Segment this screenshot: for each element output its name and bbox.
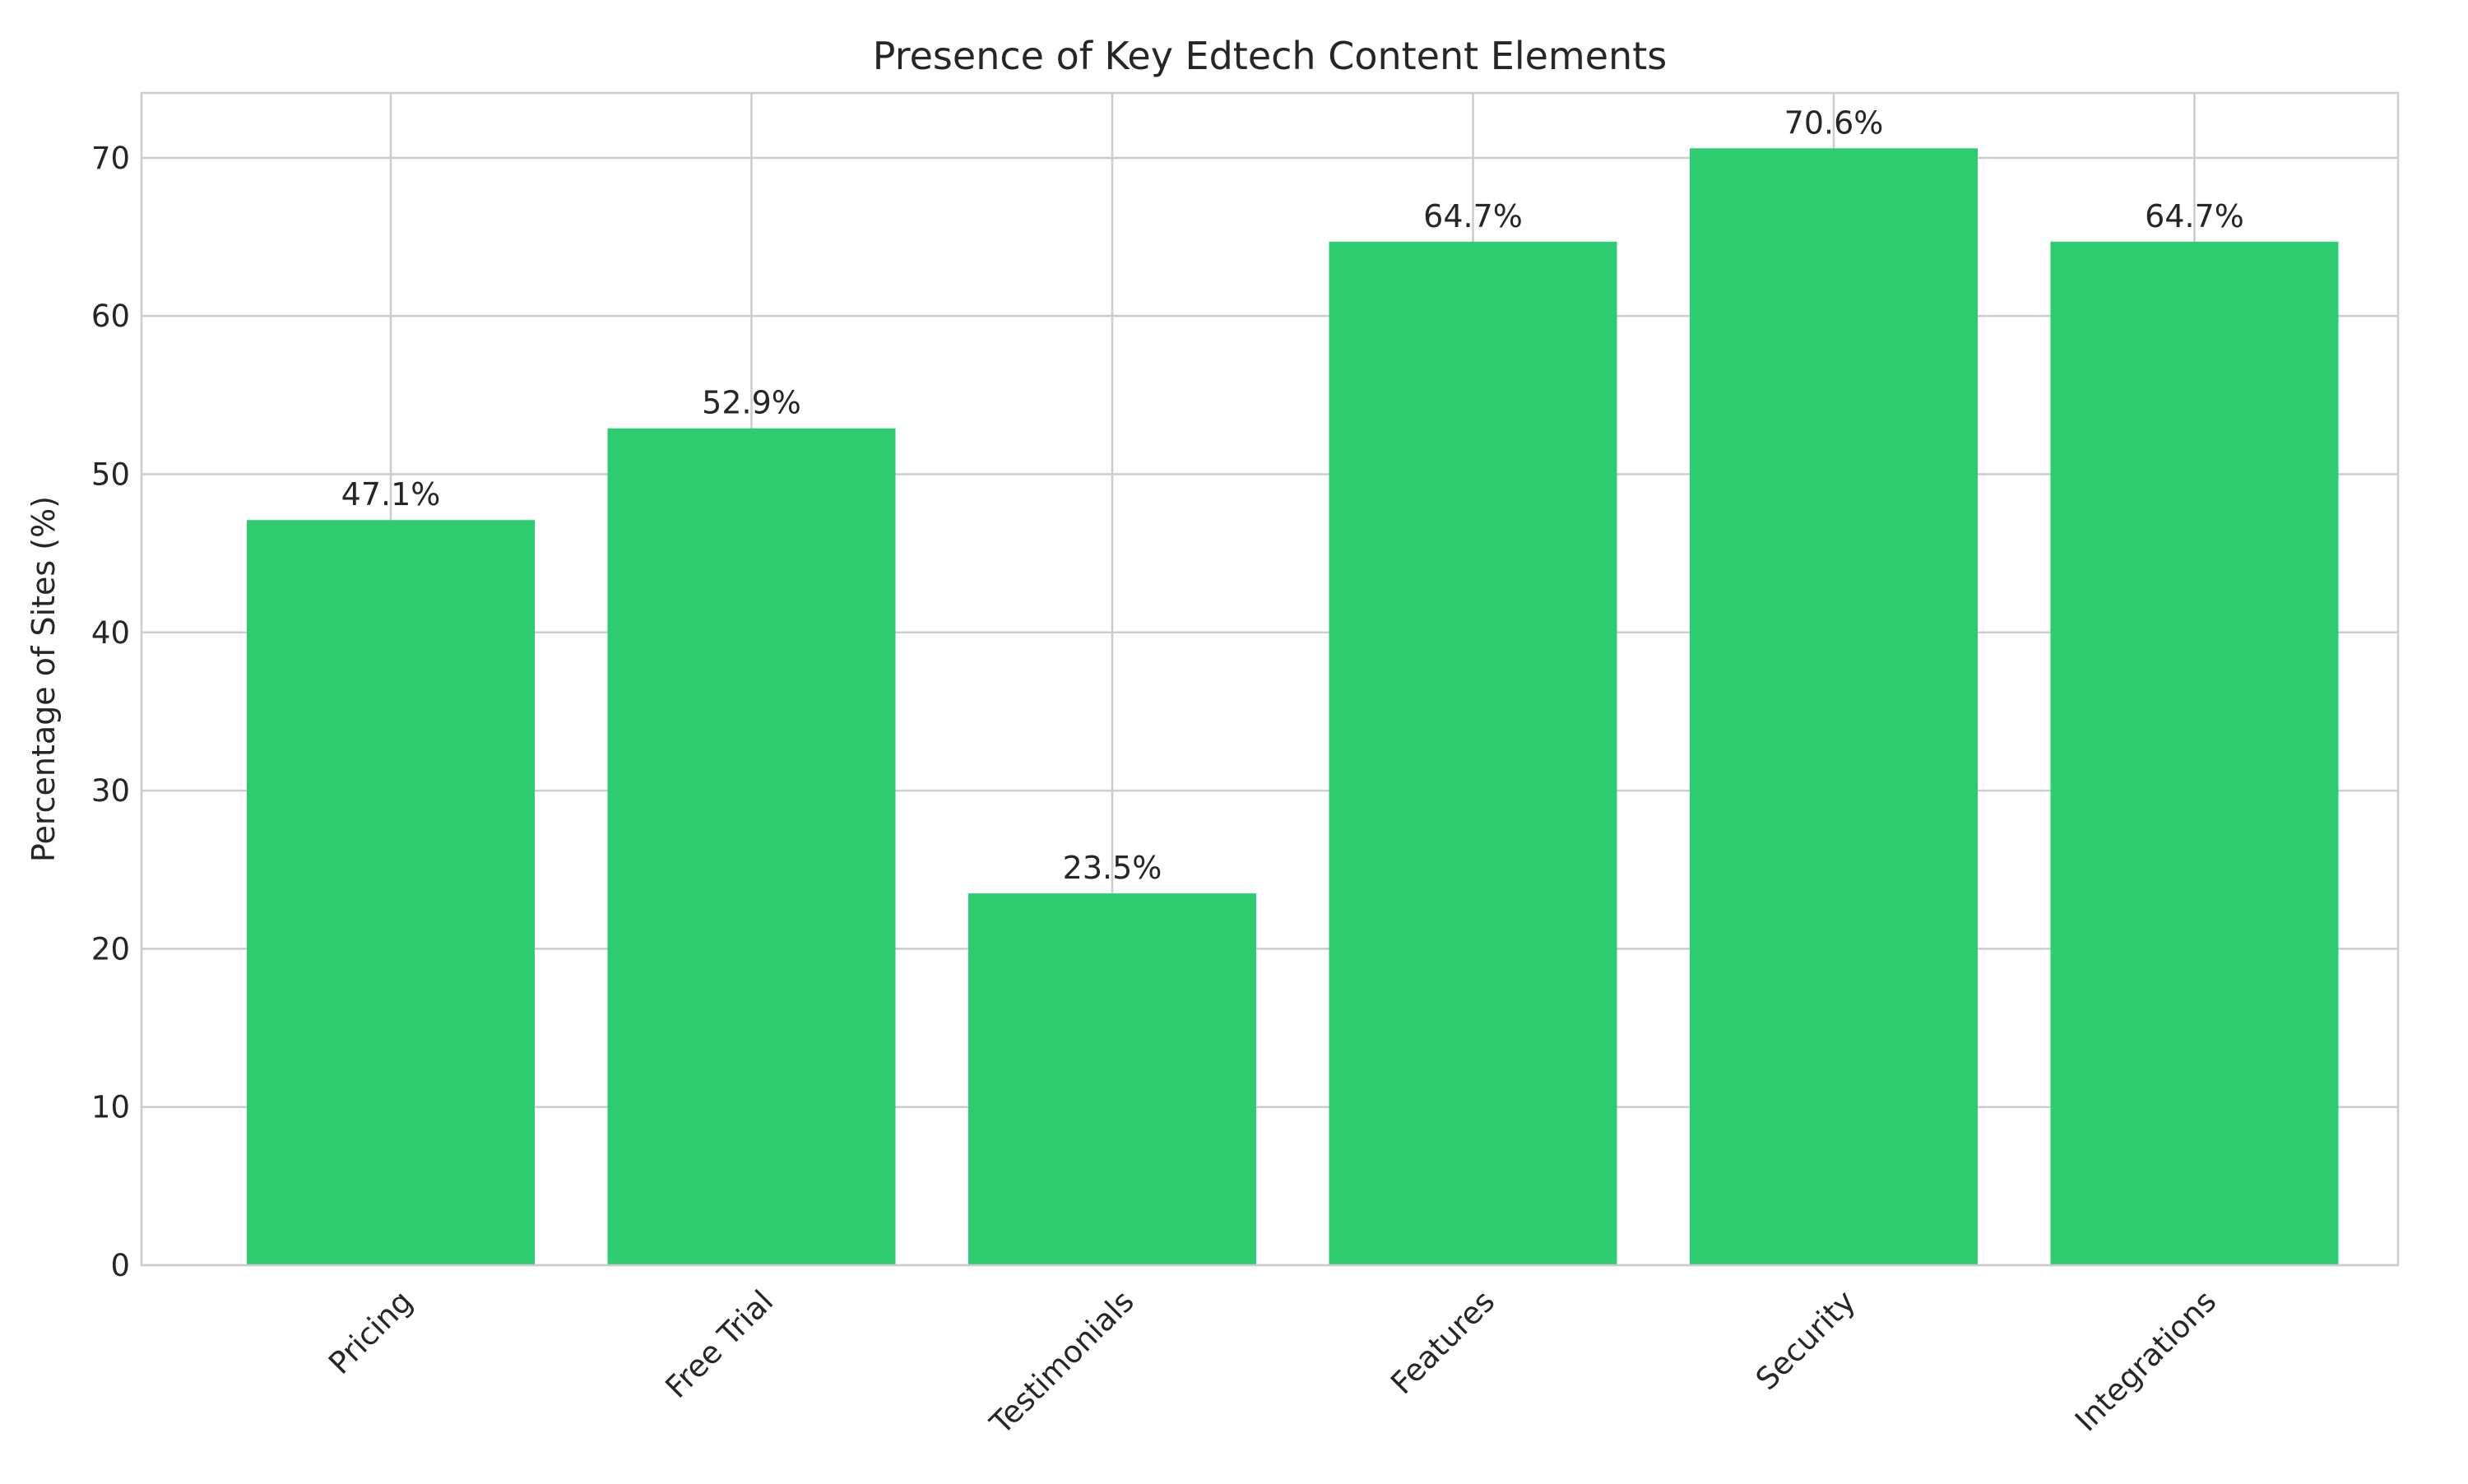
bar-value-label: 64.7%: [2145, 198, 2244, 234]
y-tick-label: 10: [91, 1090, 130, 1125]
bar-value-label: 70.6%: [1784, 104, 1884, 141]
y-tick-label: 0: [110, 1248, 130, 1283]
value-labels: 47.1% 52.9% 23.5% 64.7% 70.6% 64.7%: [341, 104, 2244, 886]
bar-features: [1329, 241, 1617, 1265]
bar-value-label: 64.7%: [1423, 198, 1523, 234]
bar-value-label: 47.1%: [341, 476, 441, 512]
y-axis-label: Percentage of Sites (%): [26, 496, 62, 862]
y-tick-label: 30: [91, 773, 130, 809]
bar-value-label: 23.5%: [1063, 850, 1162, 886]
bar-integrations: [2050, 241, 2339, 1265]
y-tick-labels: 0 10 20 30 40 50 60 70: [91, 141, 130, 1283]
bar-value-label: 52.9%: [702, 385, 801, 421]
bars: [247, 148, 2339, 1265]
chart-title: Presence of Key Edtech Content Elements: [873, 34, 1667, 78]
bar-pricing: [247, 520, 535, 1265]
plot-frame: [140, 91, 2400, 1267]
bar-free-trial: [607, 428, 896, 1265]
bar-testimonials: [968, 893, 1256, 1265]
bar-security: [1690, 148, 1978, 1265]
y-tick-label: 40: [91, 615, 130, 651]
y-tick-label: 20: [91, 931, 130, 967]
y-tick-label: 50: [91, 457, 130, 492]
y-tick-label: 60: [91, 299, 130, 334]
y-tick-label: 70: [91, 141, 130, 176]
